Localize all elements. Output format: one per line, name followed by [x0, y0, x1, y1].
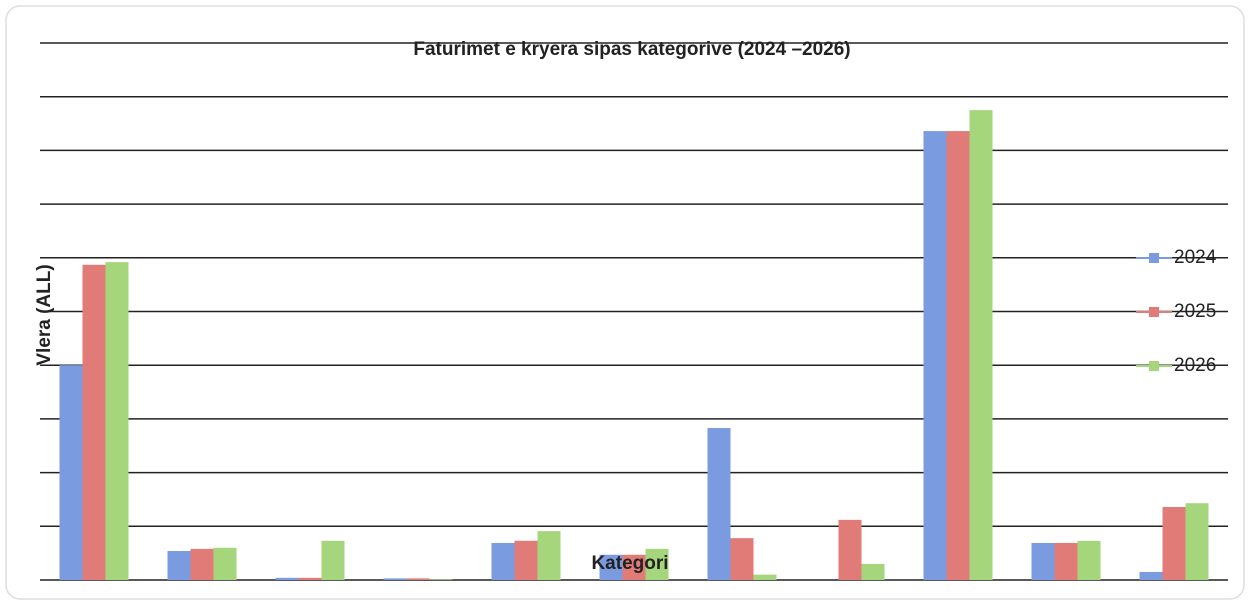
bar	[59, 365, 83, 580]
bar	[213, 547, 237, 580]
bar	[1162, 506, 1186, 580]
y-axis-label: Vlera (ALL)	[34, 264, 55, 365]
bar	[753, 574, 777, 580]
bar	[599, 554, 623, 580]
bar	[383, 578, 407, 580]
x-axis-label: Kategori	[591, 553, 668, 574]
bar	[167, 551, 191, 580]
bar	[1185, 503, 1209, 580]
legend-swatch	[1149, 253, 1159, 263]
bar	[923, 131, 947, 580]
bar	[275, 577, 299, 580]
bar	[514, 540, 538, 580]
bar	[838, 519, 862, 580]
chart-frame	[5, 5, 1245, 600]
bar	[321, 540, 345, 580]
chart-title: Faturimet e kryera sipas kategorive (202…	[413, 39, 850, 60]
legend-swatch	[1149, 361, 1159, 371]
bar	[429, 579, 453, 580]
bar	[82, 264, 106, 580]
bar	[730, 538, 754, 580]
bar	[1139, 571, 1163, 580]
bar	[406, 578, 430, 580]
bar	[298, 577, 322, 580]
legend-label: 2025	[1174, 301, 1216, 322]
legend-label: 2024	[1174, 247, 1217, 268]
bar	[707, 428, 731, 580]
bar	[105, 262, 129, 580]
bar	[1031, 542, 1055, 580]
bar	[1054, 542, 1078, 580]
bar	[969, 110, 993, 580]
legend-label: 2026	[1174, 355, 1216, 376]
bar	[861, 563, 885, 580]
bar	[537, 531, 561, 580]
legend-swatch	[1149, 307, 1159, 317]
bar	[190, 548, 214, 580]
bar	[946, 131, 970, 580]
bar	[1077, 540, 1101, 580]
bar	[645, 548, 669, 580]
bar	[491, 542, 515, 580]
bar	[622, 554, 646, 580]
